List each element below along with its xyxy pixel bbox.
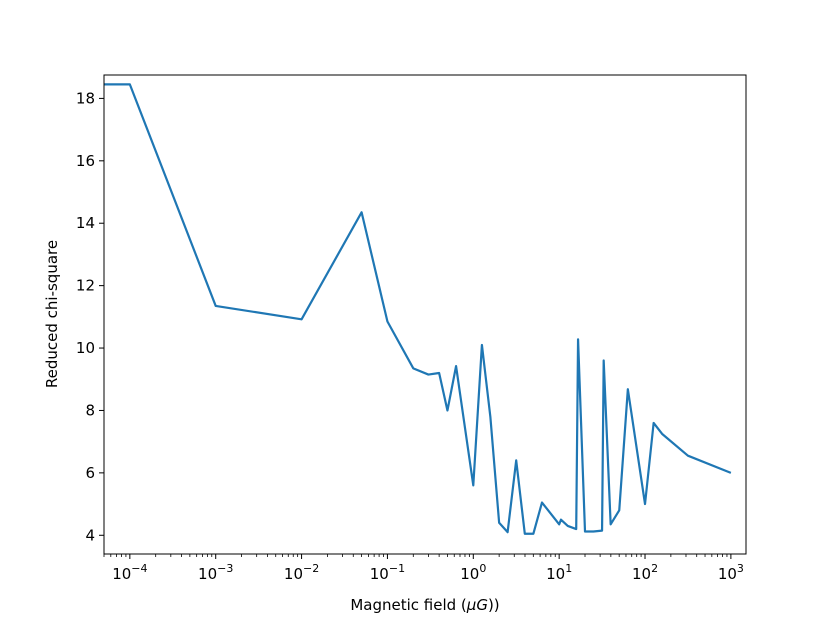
x-tick-label-1: 10−3 [198, 562, 233, 583]
x-tick-label-2: 10−2 [284, 562, 319, 583]
x-tick-label-4: 100 [460, 562, 486, 583]
series-line-0 [104, 83, 732, 535]
axes-frame [103, 74, 747, 555]
plot-area [104, 83, 732, 535]
y-tick-label-5: 14 [76, 214, 95, 232]
y-tick-label-2: 8 [85, 401, 95, 419]
x-tick-label-0: 10−4 [112, 562, 147, 583]
y-tick-label-4: 12 [76, 277, 95, 295]
y-axis-label: Reduced chi-square [43, 240, 61, 388]
y-tick-label-3: 10 [76, 339, 95, 357]
x-tick-label-7: 103 [718, 562, 744, 583]
x-tick-label-3: 10−1 [370, 562, 405, 583]
y-tick-label-6: 16 [76, 152, 95, 170]
axis-ticks: 10−4 10−3 10−2 10−1 100 101 102 103 4 6 8 10 12 14 16 1… [76, 89, 744, 583]
y-tick-label-0: 4 [85, 526, 95, 544]
x-tick-label-5: 101 [546, 562, 572, 583]
y-tick-label-7: 18 [76, 89, 95, 107]
y-tick-label-1: 6 [85, 464, 95, 482]
x-axis-label: Magnetic field (μG)) [350, 596, 499, 614]
x-tick-label-6: 102 [632, 562, 658, 583]
